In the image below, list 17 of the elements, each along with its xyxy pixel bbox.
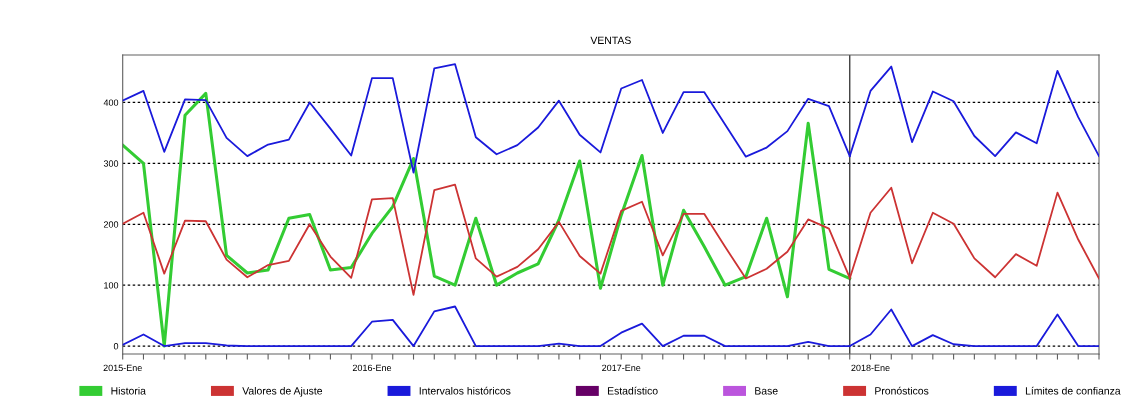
- legend-label: Base: [755, 387, 778, 395]
- x-tick-label: 2017-Ene: [602, 364, 641, 372]
- y-tick-label: 200: [103, 221, 119, 228]
- legend-label: Límites de confianza: [1025, 386, 1121, 395]
- y-tick-label: 100: [104, 282, 119, 289]
- y-tick-label: 300: [103, 160, 119, 167]
- legend-label: Estadístico: [607, 386, 658, 395]
- x-tick-label: 2015-Ene: [103, 364, 142, 372]
- x-tick-label: 2016-Ene: [352, 364, 392, 372]
- legend-label: Intervalos históricos: [419, 386, 511, 395]
- legend-label: Historia: [111, 386, 146, 395]
- legend-label: Valores de Ajuste: [242, 386, 323, 397]
- legend-label: Pronósticos: [875, 386, 929, 395]
- x-tick-label: 2018-Ene: [851, 364, 890, 372]
- y-tick-label: 0: [113, 343, 119, 350]
- chart-title: VENTAS: [590, 36, 631, 44]
- y-tick-label: 400: [103, 99, 119, 106]
